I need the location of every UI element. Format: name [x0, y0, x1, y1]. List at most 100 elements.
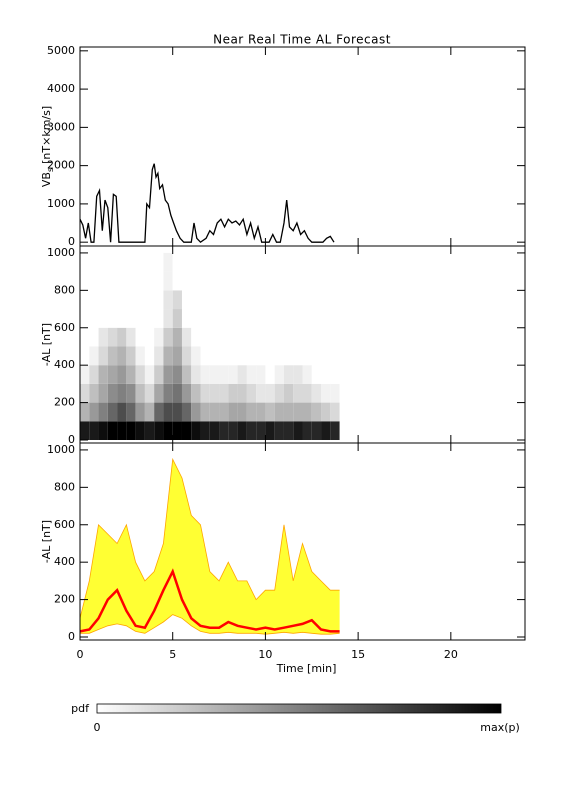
heat-cell [330, 252, 340, 272]
heat-cell [302, 252, 312, 272]
heat-cell [154, 402, 164, 422]
heat-cell [172, 271, 182, 291]
chart-title: Near Real Time AL Forecast [213, 33, 391, 47]
heat-cell [126, 309, 136, 328]
heat-cell [154, 327, 164, 347]
heat-cell [135, 290, 145, 310]
heat-cell [181, 383, 192, 403]
heat-cell [154, 252, 164, 272]
heat-cell [237, 327, 247, 347]
heat-cell [228, 383, 238, 403]
heat-cell [89, 309, 99, 328]
y-tick-label: 1000 [47, 246, 75, 259]
heat-cell [274, 309, 284, 328]
heat-cell [265, 271, 275, 291]
heat-cell [302, 271, 312, 291]
heat-cell [256, 402, 266, 422]
heat-cell [209, 271, 220, 291]
x-tick-label: 15 [351, 648, 365, 661]
y-tick-label: 600 [54, 321, 75, 334]
y-tick-label: 4000 [47, 82, 75, 95]
heat-cell [246, 252, 257, 272]
y-tick-label: 2000 [47, 159, 75, 172]
heat-cell [237, 365, 247, 384]
heat-cell [200, 327, 210, 347]
heat-cell [126, 402, 136, 422]
heat-cell [311, 402, 322, 422]
heat-cell [256, 346, 266, 366]
heat-cell [107, 402, 118, 422]
heat-cell [321, 309, 331, 328]
heat-cell [209, 309, 220, 328]
heat-cell [219, 421, 229, 441]
heat-cell [302, 383, 312, 403]
heat-cell [228, 346, 238, 366]
heat-cell [256, 309, 266, 328]
heat-cell [283, 290, 294, 310]
heat-cell [228, 327, 238, 347]
heat-cell [117, 327, 127, 347]
heat-cell [265, 290, 275, 310]
heat-cell [311, 365, 322, 384]
heat-cell [117, 402, 127, 422]
heat-cell [117, 421, 127, 441]
heat-cell [200, 271, 210, 291]
heat-cell [302, 309, 312, 328]
heat-cell [181, 365, 192, 384]
heat-cell [237, 421, 247, 441]
heat-cell [154, 421, 164, 441]
heat-cell [98, 365, 108, 384]
heat-cell [144, 309, 155, 328]
heat-cell [80, 402, 90, 422]
heat-cell [117, 346, 127, 366]
heat-cell [274, 346, 284, 366]
y-tick-label: 0 [68, 433, 75, 446]
heat-cell [311, 271, 322, 291]
heat-cell [181, 252, 192, 272]
heat-cell [80, 327, 90, 347]
heat-cell [191, 309, 201, 328]
heat-cell [126, 252, 136, 272]
heat-cell [330, 271, 340, 291]
heat-cell [126, 383, 136, 403]
heat-cell [330, 383, 340, 403]
heat-cell [311, 421, 322, 441]
colorbar-min: 0 [94, 721, 101, 734]
heat-cell [98, 271, 108, 291]
heat-cell [181, 346, 192, 366]
heat-cell [219, 365, 229, 384]
median-line [79, 568, 340, 633]
band-lower [80, 614, 340, 635]
x-tick-label: 0 [77, 648, 84, 661]
heat-cell [80, 309, 90, 328]
y-tick-label: 400 [54, 358, 75, 371]
y-axis-label-main: -AL [nT] [40, 323, 53, 366]
heat-cell [330, 346, 340, 366]
heat-cell [330, 290, 340, 310]
heat-cell [80, 365, 90, 384]
heat-cell [89, 290, 99, 310]
axes-frame [79, 442, 526, 641]
heat-cell [154, 271, 164, 291]
heat-cell [228, 309, 238, 328]
y-tick-label: 200 [54, 396, 75, 409]
heat-cell [330, 309, 340, 328]
heat-cell [135, 346, 145, 366]
heat-cell [80, 252, 90, 272]
heat-cell [144, 365, 155, 384]
y-axis-label: -AL [nT] [40, 520, 53, 563]
heat-cell [191, 402, 201, 422]
heat-cell [265, 327, 275, 347]
y-tick-label: 1000 [47, 443, 75, 456]
heat-cell [172, 421, 182, 441]
heat-cell [200, 365, 210, 384]
heat-cell [219, 271, 229, 291]
heat-cell [117, 252, 127, 272]
heat-cell [126, 290, 136, 310]
heat-cell [256, 271, 266, 291]
heat-cell [237, 271, 247, 291]
heat-cell [321, 383, 331, 403]
x-axis-label: Time [min] [276, 662, 337, 675]
heat-cell [117, 365, 127, 384]
heat-cell [219, 327, 229, 347]
